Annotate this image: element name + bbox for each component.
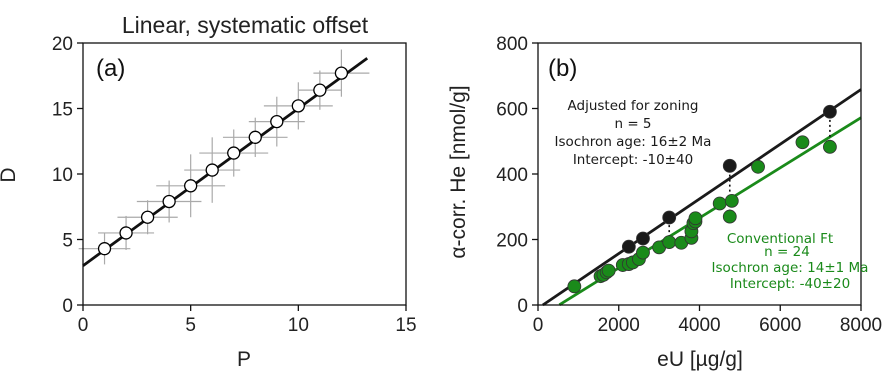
panel-b-x-axis-label: eU [µg/g]	[657, 348, 743, 371]
data-point	[97, 242, 112, 256]
x-tick-label: 0	[78, 315, 89, 336]
data-point	[291, 99, 305, 113]
data-point	[227, 146, 241, 160]
data-point	[712, 196, 727, 211]
data-point	[248, 130, 262, 144]
y-tick-label: 10	[52, 165, 73, 186]
panel-b-y-axis-label: α-corr. He [nmol/g]	[447, 85, 470, 258]
data-point	[621, 239, 636, 254]
data-point	[724, 193, 739, 208]
data-point	[662, 235, 677, 250]
conventional-annotation-line: Intercept: -40±20	[730, 276, 850, 292]
data-point	[662, 210, 677, 225]
data-point	[636, 231, 650, 246]
zoning-annotation-line: Isochron age: 16±2 Ma	[555, 134, 712, 150]
y-tick-label: 0	[517, 296, 528, 317]
data-point	[270, 114, 284, 129]
data-point	[162, 194, 176, 209]
panel-b-ticks: 0 2000 4000 6000 8000 0 200 400 600 800	[496, 34, 882, 336]
data-point	[119, 226, 133, 240]
y-tick-label: 400	[496, 165, 528, 186]
x-tick-label: 2000	[598, 315, 640, 336]
data-point	[688, 211, 703, 226]
data-point	[823, 139, 837, 154]
x-tick-label: 5	[185, 315, 196, 336]
fit-line	[542, 88, 862, 307]
panel-a-data	[78, 49, 370, 267]
panel-a: Linear, systematic offset 0 5 10 15 0 5 10 15 20…	[0, 12, 417, 371]
zoning-annotation-line: Adjusted for zoning	[568, 98, 699, 114]
panel-b: 0 2000 4000 6000 8000 0 200 400 600 800 (b) eU [µ…	[447, 34, 882, 371]
data-point	[184, 179, 198, 193]
data-point	[601, 263, 616, 278]
y-tick-label: 15	[52, 100, 73, 121]
panel-b-data	[542, 88, 862, 307]
data-point	[823, 104, 837, 119]
conventional-annotation-line: n = 24	[764, 244, 810, 260]
x-tick-label: 15	[395, 315, 416, 336]
x-tick-label: 8000	[840, 315, 882, 336]
panel-b-label: (b)	[548, 55, 577, 82]
panel-a-y-axis-label: D	[0, 167, 20, 182]
zoning-annotation-line: n = 5	[614, 116, 651, 132]
x-tick-label: 10	[288, 315, 309, 336]
data-point	[334, 66, 349, 80]
panel-a-title: Linear, systematic offset	[122, 12, 369, 38]
y-tick-label: 600	[496, 100, 528, 121]
y-tick-label: 800	[496, 34, 528, 55]
conventional-annotation-line: Isochron age: 14±1 Ma	[712, 260, 869, 276]
panel-a-label: (a)	[96, 55, 125, 82]
y-tick-label: 20	[52, 34, 73, 55]
y-tick-label: 200	[496, 231, 528, 252]
data-point	[751, 159, 765, 174]
data-point	[636, 245, 650, 260]
x-tick-label: 6000	[759, 315, 801, 336]
data-point	[140, 210, 155, 224]
data-point	[722, 158, 737, 173]
y-tick-label: 0	[62, 296, 73, 317]
panel-a-x-axis-label: P	[237, 348, 251, 371]
data-point	[313, 83, 327, 97]
zoning-annotation-line: Intercept: -10±40	[573, 152, 693, 168]
x-tick-label: 0	[533, 315, 544, 336]
y-tick-label: 5	[62, 231, 73, 252]
zoning-annotation: Adjusted for zoning n = 5 Isochron age: …	[555, 98, 712, 168]
data-point	[567, 279, 582, 294]
x-tick-label: 4000	[678, 315, 720, 336]
data-point	[205, 163, 219, 177]
data-point	[722, 209, 737, 224]
conventional-annotation-line: Conventional Ft	[727, 231, 833, 247]
panel-a-plot-frame	[82, 42, 407, 306]
data-point	[795, 135, 810, 150]
panel-a-ticks: 0 5 10 15 0 5 10 15 20	[52, 34, 417, 336]
conventional-annotation: Conventional Ft n = 24 Isochron age: 14±…	[712, 231, 869, 292]
